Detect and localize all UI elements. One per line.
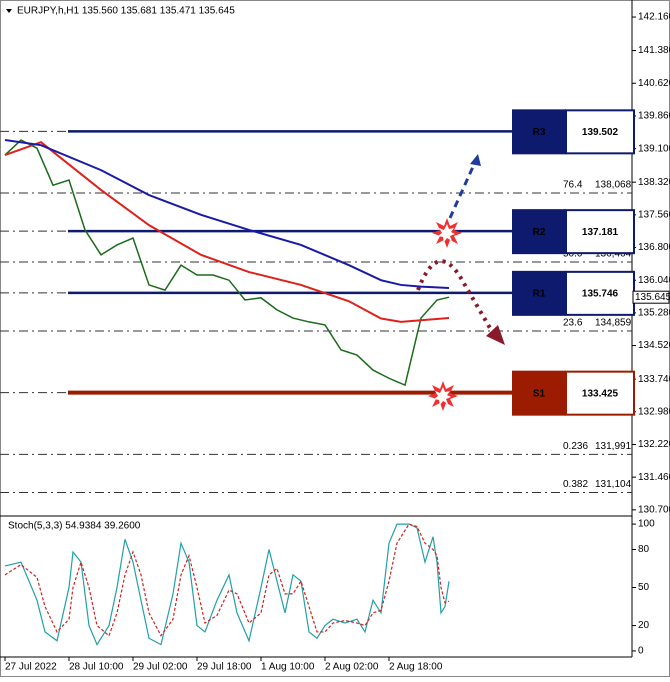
- level-value-box: [565, 270, 635, 316]
- y-tick-label: 0: [638, 646, 644, 657]
- x-tick-label: 2 Aug 18:00: [389, 662, 443, 673]
- fib-label: 138,068: [595, 180, 632, 191]
- annotations: [416, 154, 505, 411]
- level-value-box: [565, 209, 635, 255]
- y-tick-label: 142.160: [638, 12, 670, 23]
- x-tick-label: 27 Jul 2022: [5, 662, 57, 673]
- burst-core: [434, 387, 451, 405]
- indicator-title: Stoch(5,3,3) 54.9384 39.2600: [8, 521, 141, 532]
- x-tick-label: 29 Jul 18:00: [197, 662, 252, 673]
- level-value-box: [565, 109, 635, 155]
- y-tick-label: 139.100: [638, 143, 670, 154]
- y-tick-label: 140.620: [638, 78, 670, 89]
- fib-ratio: 76.4: [563, 180, 583, 191]
- y-tick-label: 138.320: [638, 177, 670, 188]
- y-tick-label: 137.560: [638, 209, 670, 220]
- y-tick-label: 133.740: [638, 374, 670, 385]
- up-arrow: [448, 159, 478, 219]
- price-tag: 135.645: [635, 292, 670, 303]
- fib-label: 131,104: [595, 479, 632, 490]
- x-tick-label: 28 Jul 10:00: [69, 662, 124, 673]
- y-tick-label: 130.700: [638, 504, 670, 515]
- menu-arrow[interactable]: [6, 9, 12, 13]
- level-value: 135.746: [582, 288, 619, 299]
- series-line: [4, 139, 450, 289]
- y-tick-label: 50: [638, 582, 650, 593]
- fib-ratio: 0.382: [563, 479, 588, 490]
- level-name: R2: [533, 227, 546, 238]
- y-tick-label: 131.460: [638, 472, 670, 483]
- level-name-box: [512, 270, 566, 316]
- down-arrow-head: [486, 325, 505, 345]
- level-value: 139.502: [582, 127, 619, 138]
- series-line: [4, 139, 450, 387]
- level-name: R1: [533, 288, 546, 299]
- level-name: S1: [533, 388, 546, 399]
- fib-label: 131,991: [595, 441, 632, 452]
- up-arrow-head: [470, 154, 481, 166]
- level-name: R3: [533, 127, 546, 138]
- burst-core: [438, 224, 455, 242]
- fib-label: 134,859: [595, 318, 632, 329]
- y-tick-label: 132.980: [638, 406, 670, 417]
- y-tick-label: 100: [638, 519, 655, 530]
- level-value: 137.181: [582, 227, 619, 238]
- down-arrow: [416, 259, 492, 330]
- x-tick-label: 2 Aug 02:00: [325, 662, 379, 673]
- level-name-box: [512, 209, 566, 255]
- series-line: [4, 523, 450, 646]
- series-line: [4, 141, 450, 323]
- level-value-box: [565, 370, 635, 416]
- y-tick-label: 134.520: [638, 340, 670, 351]
- y-tick-label: 136.040: [638, 275, 670, 286]
- level-name-box: [512, 370, 566, 416]
- y-tick-label: 136.800: [638, 242, 670, 253]
- level-name-box: [512, 109, 566, 155]
- fib-ratio: 0.236: [563, 441, 588, 452]
- y-tick-label: 139.860: [638, 111, 670, 122]
- x-tick-label: 1 Aug 10:00: [261, 662, 315, 673]
- y-tick-label: 80: [638, 544, 650, 555]
- y-tick-label: 135.280: [638, 308, 670, 319]
- level-value: 133.425: [582, 388, 619, 399]
- x-tick-label: 29 Jul 02:00: [133, 662, 188, 673]
- chart-title: EURJPY,h,H1 135.560 135.681 135.471 135.…: [17, 6, 235, 17]
- y-tick-label: 141.380: [638, 45, 670, 56]
- y-tick-label: 132.220: [638, 439, 670, 450]
- price-tag-box: [632, 290, 670, 304]
- fib-ratio: 23.6: [563, 318, 583, 329]
- y-tick-label: 20: [638, 620, 650, 631]
